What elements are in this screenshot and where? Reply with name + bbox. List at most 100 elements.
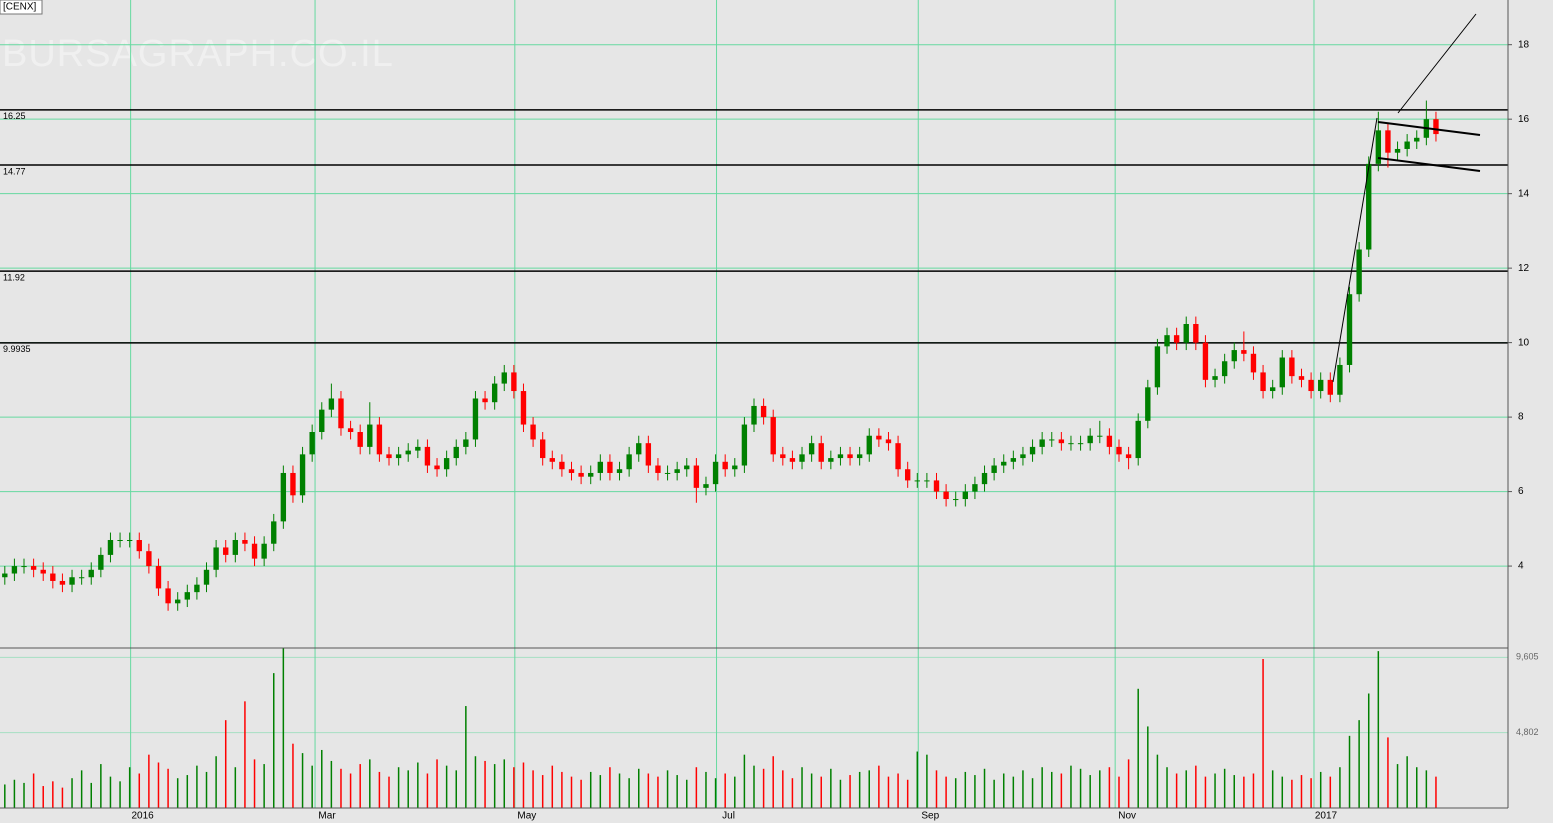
candle-body <box>309 432 315 455</box>
candle-body <box>501 372 507 384</box>
marks: 16.25 14.77 11.92 9.9935 <box>0 100 1508 808</box>
candle-body <box>1356 249 1362 295</box>
y-tick-label: 16 <box>1518 114 1530 125</box>
candle-body <box>21 566 27 568</box>
candle-body <box>616 469 623 473</box>
candle-body <box>117 540 123 541</box>
candle-body <box>856 454 863 459</box>
candle-body <box>328 398 335 410</box>
candle-body <box>472 398 479 440</box>
candle-body <box>491 383 498 403</box>
candle-body <box>520 391 527 425</box>
candle-body <box>11 566 18 574</box>
candle-body <box>376 424 383 455</box>
candle-body <box>684 465 690 470</box>
candle-body <box>568 469 575 473</box>
candle-body <box>213 547 219 570</box>
candle-body <box>395 454 402 459</box>
candle-body <box>1298 376 1305 380</box>
candle-body <box>482 398 488 403</box>
x-tick-label: 2016 <box>132 811 155 822</box>
candle-body <box>933 480 940 492</box>
candle-body <box>319 409 325 432</box>
candle-body <box>415 446 421 451</box>
candle-body <box>1116 446 1122 455</box>
candle-body <box>146 551 152 567</box>
candle-body <box>808 443 815 455</box>
candle-body <box>1289 357 1295 377</box>
candle-body <box>242 540 248 544</box>
candle-body <box>280 472 287 522</box>
candle-body <box>664 472 671 474</box>
candle-body <box>539 439 546 459</box>
candle-body <box>165 588 171 604</box>
candle-body <box>126 540 133 541</box>
candle-body <box>1183 324 1189 343</box>
x-tick-label: 2017 <box>1315 811 1338 822</box>
candle-body <box>40 569 46 574</box>
candle-body <box>194 584 200 593</box>
candle-body <box>511 372 517 392</box>
candle-body <box>98 554 104 570</box>
candle-body <box>703 484 709 488</box>
candle-body <box>1375 130 1382 164</box>
candle-body <box>693 465 700 488</box>
candle-body <box>943 491 949 500</box>
candle-body <box>962 491 969 500</box>
y-tick-label: 8 <box>1518 412 1524 423</box>
candle-body <box>549 458 555 462</box>
candle-body <box>1164 335 1170 347</box>
candle-body <box>837 454 844 459</box>
candle-body <box>1337 364 1343 395</box>
candle-body <box>424 446 431 466</box>
candle-body <box>1097 435 1103 437</box>
level-label: 14.77 <box>3 166 26 176</box>
candle-body <box>770 417 776 455</box>
candle-body <box>991 465 997 473</box>
candle-body <box>50 573 56 581</box>
candle-body <box>1260 372 1266 392</box>
candle-body <box>1020 454 1026 459</box>
candle-body <box>1049 439 1055 441</box>
candle-body <box>674 469 680 473</box>
candle-body <box>69 577 75 585</box>
candle-body <box>367 424 373 447</box>
candle-body <box>645 443 652 466</box>
y-tick-label: 4,802 <box>1516 727 1539 737</box>
candle-body <box>904 469 911 481</box>
candle-body <box>1039 439 1045 447</box>
candle-body <box>88 569 94 578</box>
candle-body <box>1135 420 1141 459</box>
candle-body <box>1250 353 1257 373</box>
candle-body <box>722 461 728 470</box>
candle-body <box>1366 163 1372 250</box>
candle-body <box>1001 461 1007 466</box>
candle-body <box>290 472 296 496</box>
x-tick-label: Sep <box>921 811 939 822</box>
candle-body <box>597 461 604 473</box>
candle-body <box>732 465 738 470</box>
chart-title: [CENX] <box>3 2 37 13</box>
y-tick-label: 9,605 <box>1516 652 1539 662</box>
candle-body <box>453 446 459 459</box>
candle-body <box>1404 141 1410 149</box>
candle-body <box>1414 137 1420 142</box>
candle-body <box>847 454 853 459</box>
candle-body <box>1058 439 1065 444</box>
y-tick-label: 6 <box>1518 486 1524 497</box>
candle-body <box>175 599 181 604</box>
candle-body <box>953 499 959 501</box>
candle-body <box>347 428 354 432</box>
candle-body <box>1193 324 1199 343</box>
candle-body <box>607 461 613 473</box>
candle-body <box>1212 376 1218 380</box>
candle-body <box>1308 379 1314 392</box>
candle-body <box>386 454 392 459</box>
candle-body <box>1145 387 1151 421</box>
candle-body <box>626 454 632 470</box>
level-label: 11.92 <box>3 272 25 282</box>
candle-body <box>760 405 767 418</box>
title-box <box>0 0 43 15</box>
